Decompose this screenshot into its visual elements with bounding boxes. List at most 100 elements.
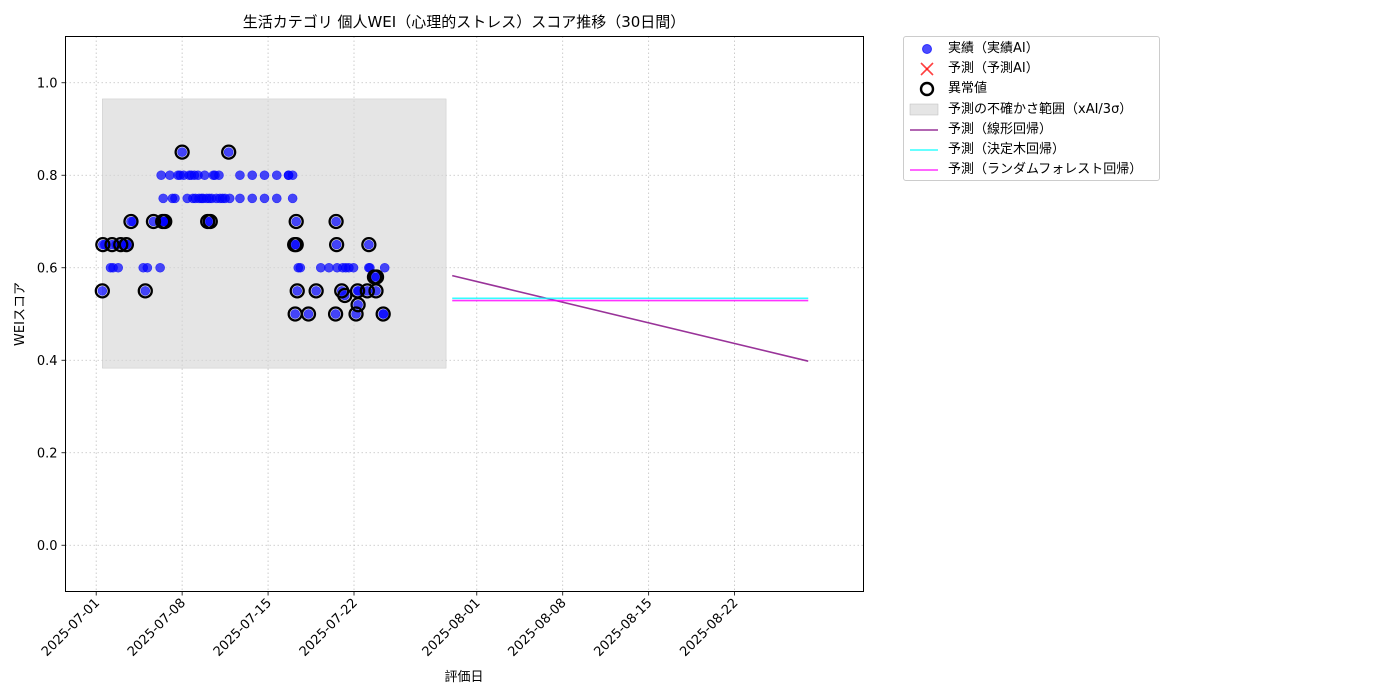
outlier-ring bbox=[337, 287, 353, 304]
outlier-ring bbox=[368, 269, 385, 285]
y-tick-label: 0.2 bbox=[37, 446, 58, 461]
x-axis-label: 評価日 bbox=[444, 670, 483, 685]
y-axis-label: WEIスコア bbox=[13, 282, 28, 346]
plot-frame bbox=[65, 36, 864, 592]
outlier-ring bbox=[328, 236, 345, 253]
legend-label-linear: 予測（線形回帰） bbox=[948, 122, 1053, 137]
outlier-ring bbox=[118, 236, 135, 253]
chart-title: 生活カテゴリ 個人WEI（心理的ストレス）スコア推移（30日間） bbox=[243, 13, 686, 31]
outlier-ring bbox=[95, 236, 111, 253]
uncertainty-band-layer bbox=[102, 98, 447, 369]
outlier-ring bbox=[157, 213, 173, 230]
uncertainty-band bbox=[102, 98, 447, 369]
actual-point bbox=[247, 170, 258, 181]
legend-item-predicted: 予測（予測AI） bbox=[904, 59, 1159, 79]
outlier-ring bbox=[350, 297, 366, 313]
x-tick-label: 2025-08-08 bbox=[506, 596, 570, 660]
magenta-line-icon bbox=[910, 169, 938, 171]
x-tick-label: 2025-08-15 bbox=[591, 596, 655, 660]
prediction-line bbox=[452, 274, 809, 362]
actual-point bbox=[259, 193, 270, 204]
legend-item-outlier: 異常値 bbox=[904, 79, 1159, 99]
actual-point bbox=[378, 309, 389, 319]
outlier-ring bbox=[375, 306, 391, 322]
actual-point bbox=[223, 147, 234, 157]
x-tick-label: 2025-08-22 bbox=[677, 596, 741, 660]
outlier-ring bbox=[359, 283, 375, 299]
actual-point bbox=[315, 262, 326, 273]
x-tick-label: 2025-07-01 bbox=[39, 596, 103, 660]
outlier-ring bbox=[202, 213, 218, 230]
legend: 実績（実績AI） 予測（予測AI） 異常値 予測の不確かさ範囲（xAI/3σ） … bbox=[903, 36, 1160, 181]
legend-label-forest: 予測（ランダムフォレスト回帰） bbox=[948, 162, 1143, 177]
actual-point bbox=[324, 262, 334, 273]
y-tick-label: 0.0 bbox=[37, 539, 58, 554]
black-ring-icon bbox=[919, 81, 935, 97]
outlier-ring bbox=[221, 144, 237, 160]
x-tick-label: 2025-07-15 bbox=[211, 596, 275, 660]
actual-point bbox=[287, 193, 298, 204]
actual-point bbox=[97, 286, 108, 296]
actual-point bbox=[177, 147, 187, 157]
legend-item-forest: 予測（ランダムフォレスト回帰） bbox=[904, 160, 1159, 180]
actual-point bbox=[290, 309, 300, 319]
gray-band-icon bbox=[909, 103, 939, 116]
outlier-ring bbox=[308, 283, 324, 299]
y-tick-label: 1.0 bbox=[37, 76, 58, 91]
prediction-lines bbox=[452, 274, 809, 362]
actual-point bbox=[199, 170, 210, 181]
actual-point bbox=[158, 193, 168, 204]
actual-point bbox=[331, 216, 341, 227]
outlier-ring bbox=[137, 283, 153, 299]
outlier-ring bbox=[288, 213, 304, 230]
legend-label-outlier: 異常値 bbox=[948, 81, 988, 96]
actual-point bbox=[142, 262, 153, 273]
outlier-ring bbox=[300, 306, 317, 322]
legend-item-linear: 予測（線形回帰） bbox=[904, 120, 1159, 140]
outlier-rings bbox=[94, 144, 391, 322]
actual-point bbox=[379, 262, 390, 273]
purple-line-icon bbox=[910, 129, 938, 131]
outlier-ring bbox=[361, 236, 377, 253]
outlier-ring bbox=[123, 213, 139, 230]
blue-dot-icon bbox=[922, 44, 932, 54]
x-tick-label: 2025-07-08 bbox=[125, 596, 189, 660]
actual-point bbox=[170, 193, 180, 204]
legend-item-actual: 実績（実績AI） bbox=[904, 39, 1159, 59]
actual-point bbox=[140, 286, 151, 296]
y-tick-label: 0.4 bbox=[37, 354, 58, 369]
actual-point bbox=[311, 286, 321, 296]
outlier-ring bbox=[145, 213, 162, 230]
outlier-ring bbox=[328, 213, 344, 230]
outlier-ring bbox=[174, 144, 190, 160]
x-axis-ticks: 2025-07-01 2025-07-08 2025-07-15 2025-07-22… bbox=[39, 591, 741, 660]
actual-point bbox=[155, 262, 165, 273]
outlier-ring bbox=[289, 283, 305, 299]
legend-label-actual: 実績（実績AI） bbox=[948, 41, 1039, 56]
actual-point bbox=[287, 170, 298, 181]
red-x-icon bbox=[920, 62, 934, 76]
outlier-ring bbox=[94, 283, 110, 299]
outlier-ring bbox=[327, 306, 344, 322]
actual-point bbox=[331, 239, 342, 250]
outlier-ring bbox=[348, 306, 364, 322]
y-tick-label: 0.8 bbox=[37, 169, 58, 184]
x-tick-label: 2025-08-01 bbox=[420, 596, 484, 660]
actual-point bbox=[113, 262, 123, 273]
actual-point bbox=[235, 193, 245, 204]
actual-point bbox=[156, 170, 166, 181]
outlier-ring bbox=[113, 236, 129, 253]
outlier-ring bbox=[288, 236, 304, 253]
actual-point bbox=[348, 262, 359, 273]
actual-point bbox=[165, 170, 175, 181]
cyan-line-icon bbox=[910, 149, 938, 151]
legend-label-band: 予測の不確かさ範囲（xAI/3σ） bbox=[948, 102, 1133, 117]
actual-point bbox=[295, 262, 306, 273]
actual-point bbox=[292, 286, 303, 296]
actual-point bbox=[214, 170, 224, 181]
y-tick-label: 0.6 bbox=[37, 261, 58, 276]
actual-point bbox=[247, 193, 258, 204]
actual-point bbox=[291, 216, 302, 227]
legend-label-tree: 予測（決定木回帰） bbox=[948, 142, 1066, 157]
